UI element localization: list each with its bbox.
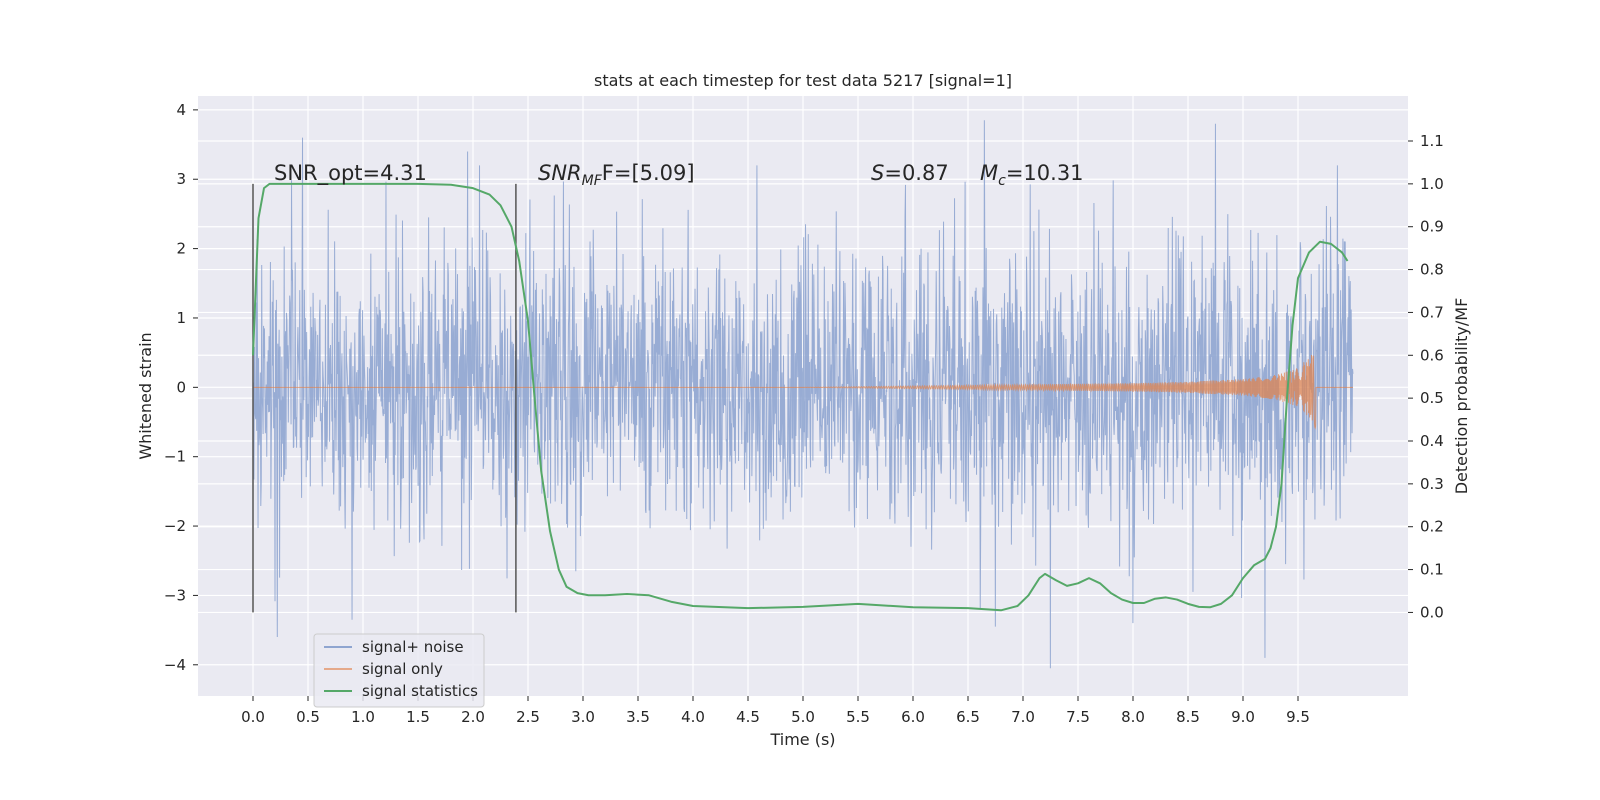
x-tick-label: 1.0: [351, 708, 375, 726]
x-tick-label: 9.0: [1231, 708, 1255, 726]
y-tick-label: −2: [164, 517, 186, 535]
x-tick-label: 9.5: [1286, 708, 1310, 726]
signal-noise-line: [252, 120, 1354, 669]
x-tick-label: 2.5: [516, 708, 540, 726]
x-tick-labels: 0.0 0.5 1.0 1.5 2.0 2.5 3.0 3.5 4.0 4.5 5.0 5.5 6.0 6…: [241, 708, 1310, 726]
y-tick-label: 1: [176, 309, 186, 327]
y2-tick-label: 0.8: [1420, 261, 1444, 279]
y2-tick-label: 0.9: [1420, 218, 1444, 236]
x-tick-label: 7.0: [1011, 708, 1035, 726]
annotation-snr-opt: SNR_opt=4.31: [274, 161, 427, 186]
signal-only-series: [253, 354, 1353, 430]
signal-noise-series: [252, 120, 1354, 669]
signal-only-line: [253, 354, 1353, 430]
legend-label-signal-only: signal only: [362, 660, 443, 678]
x-tick-label: 3.0: [571, 708, 595, 726]
x-tick-label: 5.0: [791, 708, 815, 726]
y-tick-label: −3: [164, 586, 186, 604]
y2-tick-label: 1.0: [1420, 175, 1444, 193]
annotation-s: S=0.87: [871, 161, 949, 185]
y-gridlines: [193, 109, 1408, 666]
vertical-markers: [252, 183, 517, 613]
y-tick-label: −4: [164, 656, 186, 674]
y-axis-label: Whitened strain: [136, 332, 155, 459]
signal-statistics-line: [252, 182, 1349, 612]
x-tick-label: 6.0: [901, 708, 925, 726]
x-tick-label: 0.5: [296, 708, 320, 726]
y2-tick-label: 0.7: [1420, 303, 1444, 321]
annotation-mc: Mc=10.31: [980, 161, 1084, 189]
annotation-snr-mf: SNRMFF=[5.09]: [538, 161, 695, 189]
y-tick-label: 4: [176, 101, 186, 119]
y-tick-label: 3: [176, 170, 186, 188]
chart-title: stats at each timestep for test data 521…: [594, 71, 1012, 90]
y2-tick-label: 0.0: [1420, 603, 1444, 621]
y2-tick-label: 0.6: [1420, 346, 1444, 364]
x-axis-label: Time (s): [769, 730, 835, 749]
y2-tick-labels: 1.1 1.0 0.9 0.8 0.7 0.6 0.5 0.4 0.3 0.2 0.1 0.0: [1420, 132, 1444, 621]
x-tick-label: 6.5: [956, 708, 980, 726]
x-tick-label: 1.5: [406, 708, 430, 726]
y-tick-label: 2: [176, 240, 186, 258]
y2-axis-label: Detection probability/MF: [1452, 298, 1471, 495]
y2-tick-label: 0.4: [1420, 432, 1444, 450]
y-tick-labels: 4 3 2 1 0 −1 −2 −3 −4: [164, 101, 186, 674]
y2-tick-label: 0.5: [1420, 389, 1444, 407]
x-tick-label: 4.5: [736, 708, 760, 726]
legend: signal+ noise signal only signal statist…: [313, 633, 485, 708]
y-tick-label: 0: [176, 378, 186, 396]
signal-statistics-series: [252, 182, 1349, 612]
x-tick-label: 8.0: [1121, 708, 1145, 726]
legend-box: [313, 633, 485, 708]
y2-tick-label: 0.1: [1420, 561, 1444, 579]
y-tick-label: −1: [164, 448, 186, 466]
legend-label-signal-noise: signal+ noise: [362, 638, 464, 656]
x-tick-label: 2.0: [461, 708, 485, 726]
x-tick-label: 0.0: [241, 708, 265, 726]
y2-tick-label: 1.1: [1420, 132, 1444, 150]
x-tick-label: 4.0: [681, 708, 705, 726]
x-tick-label: 5.5: [846, 708, 870, 726]
x-tick-label: 3.5: [626, 708, 650, 726]
x-tick-label: 7.5: [1066, 708, 1090, 726]
legend-label-signal-statistics: signal statistics: [362, 682, 478, 700]
y2-tick-label: 0.3: [1420, 475, 1444, 493]
x-tick-label: 8.5: [1176, 708, 1200, 726]
y2-tick-label: 0.2: [1420, 518, 1444, 536]
